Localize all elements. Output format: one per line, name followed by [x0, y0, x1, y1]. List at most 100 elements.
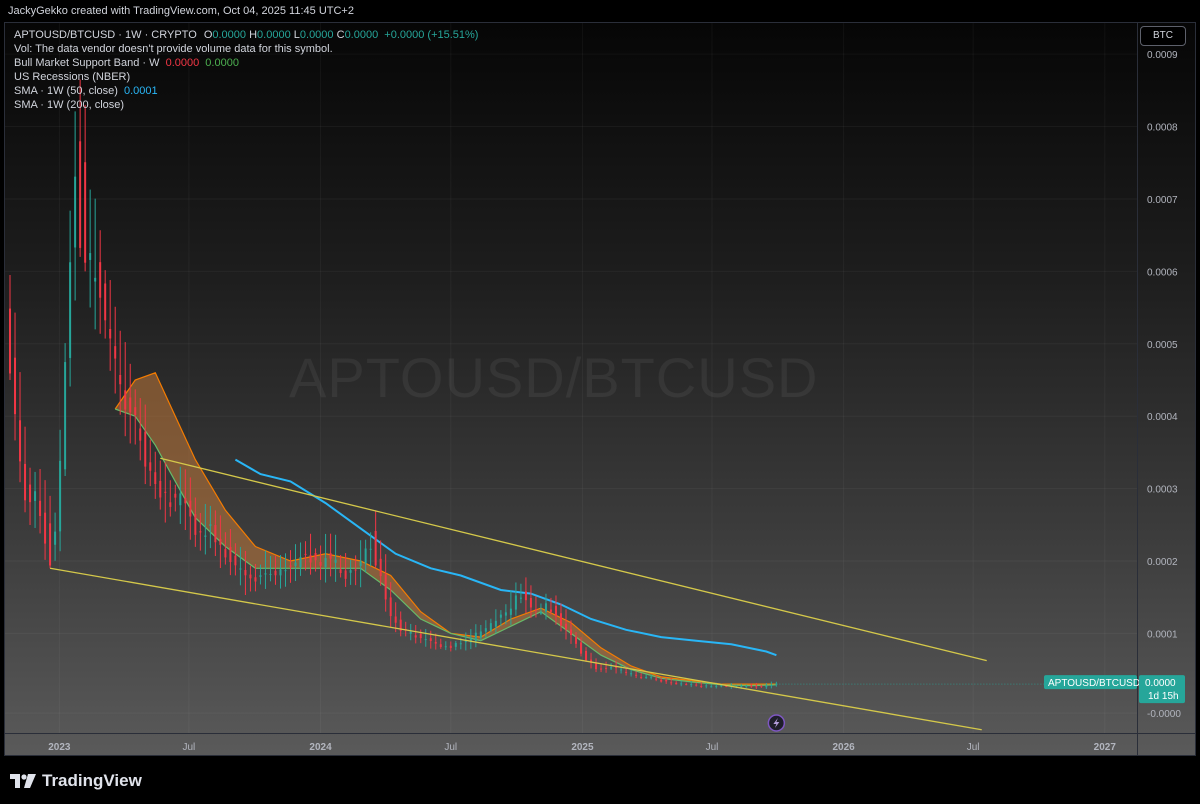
candle-down [685, 682, 688, 686]
candle-up [504, 604, 507, 625]
candle-down [605, 661, 608, 673]
candle-down [374, 510, 377, 569]
candle-up [409, 623, 412, 641]
candle-body [650, 676, 653, 678]
channel-line-upper [160, 457, 987, 662]
candle-down [134, 389, 137, 445]
candle-body [349, 570, 352, 573]
candle-body [665, 679, 668, 682]
candle-down [670, 677, 673, 686]
candle-body [549, 609, 552, 612]
candle-down [439, 638, 442, 649]
author-credit: JackyGekko created with TradingView.com,… [0, 0, 1200, 22]
event-marker [767, 714, 786, 732]
candle-up [630, 669, 633, 677]
candle-body [474, 632, 477, 642]
candle-body [595, 663, 598, 670]
candle-body [224, 549, 227, 558]
candle-up [424, 629, 427, 647]
candle-body [374, 530, 377, 566]
candle-body [389, 597, 392, 617]
candle-body [124, 390, 127, 410]
tradingview-logo[interactable]: TradingView [10, 771, 142, 790]
legend-symbol-row[interactable]: APTOUSD/BTCUSD · 1W · CRYPTO O0.0000 H0.… [14, 28, 478, 42]
candle-body [600, 668, 603, 670]
candle-body [740, 685, 743, 687]
candle-down [114, 306, 117, 394]
candle-down [289, 550, 292, 583]
currency-badge[interactable]: BTC [1140, 26, 1186, 46]
candle-body [74, 176, 77, 248]
legend-sma50-row[interactable]: SMA · 1W (50, close) 0.0001 [14, 84, 478, 98]
candle-down [449, 641, 452, 652]
candle-body [434, 641, 437, 644]
candle-down [49, 495, 52, 569]
candle-body [184, 498, 187, 504]
candle-body [89, 253, 92, 260]
candle-body [554, 605, 557, 617]
candle-up [454, 640, 457, 651]
time-tick-label: Jul [444, 742, 457, 753]
candle-body [494, 620, 497, 627]
legend-low-value: 0.0000 [299, 29, 334, 41]
candle-body [59, 460, 62, 532]
candle-body [559, 613, 562, 626]
candle-body [519, 597, 522, 599]
candle-down [159, 460, 162, 510]
legend-sma200-row[interactable]: SMA · 1W (200, close) [14, 99, 125, 111]
candle-down [354, 555, 357, 586]
candle-body [174, 493, 177, 498]
legend-bull-band-row[interactable]: Bull Market Support Band · W 0.0000 0.00… [14, 56, 478, 70]
candle-up [204, 503, 207, 555]
candle-up [239, 546, 242, 586]
candle-body [254, 577, 257, 582]
candle-body [544, 603, 547, 612]
legend-change-value: +0.0000 (+15.51%) [384, 29, 479, 41]
chart-pane[interactable]: 0.0009 0.0008 0.0007 0.0006 0.0005 0.0004 0.00… [4, 22, 1196, 756]
candle-body [745, 685, 748, 688]
candle-up [299, 542, 302, 576]
candle-body [279, 569, 282, 576]
channel-line-lower [49, 567, 982, 731]
candle-body [424, 639, 427, 641]
candle-body [284, 570, 287, 572]
candle-body [64, 362, 67, 470]
legend-bull-band-label: Bull Market Support Band · W [14, 57, 160, 69]
candle-body [324, 557, 327, 567]
candle-down [234, 543, 237, 576]
last-price-box [1139, 675, 1185, 704]
candle-up [650, 674, 653, 680]
candle-body [489, 623, 492, 631]
candle-body [49, 523, 52, 566]
candle-down [24, 426, 27, 513]
candle-body [770, 685, 773, 687]
price-tick-label: 0.0004 [1147, 412, 1178, 423]
footer: TradingView [0, 758, 1200, 804]
candle-body [339, 569, 342, 574]
legend-l-label: L [293, 29, 300, 41]
bull-band-upper-line [114, 372, 777, 685]
candle-down [189, 477, 192, 540]
candle-body [359, 561, 362, 566]
candle-body [454, 643, 457, 647]
candle-body [449, 645, 452, 648]
candle-up [89, 189, 92, 308]
candle-body [439, 644, 442, 648]
candle-body [39, 500, 42, 516]
candle-up [474, 624, 477, 648]
candle-series [9, 79, 778, 689]
candle-down [304, 541, 307, 571]
time-tick-label: 2026 [832, 742, 855, 753]
candle-body [760, 685, 763, 687]
candle-up [705, 682, 708, 689]
candle-body [289, 565, 292, 567]
price-tick-label: 0.0009 [1147, 50, 1178, 61]
legend-o-label: O [203, 29, 213, 41]
candle-down [254, 563, 257, 592]
candle-body [414, 635, 417, 638]
legend-symbol[interactable]: APTOUSD/BTCUSD · 1W · CRYPTO [14, 29, 197, 41]
candle-body [169, 502, 172, 507]
price-chart[interactable]: 0.0009 0.0008 0.0007 0.0006 0.0005 0.0004 0.00… [5, 23, 1195, 755]
legend-volume-row[interactable]: Vol: The data vendor doesn't provide vol… [14, 43, 333, 55]
legend-recessions-row[interactable]: US Recessions (NBER) [14, 71, 131, 83]
